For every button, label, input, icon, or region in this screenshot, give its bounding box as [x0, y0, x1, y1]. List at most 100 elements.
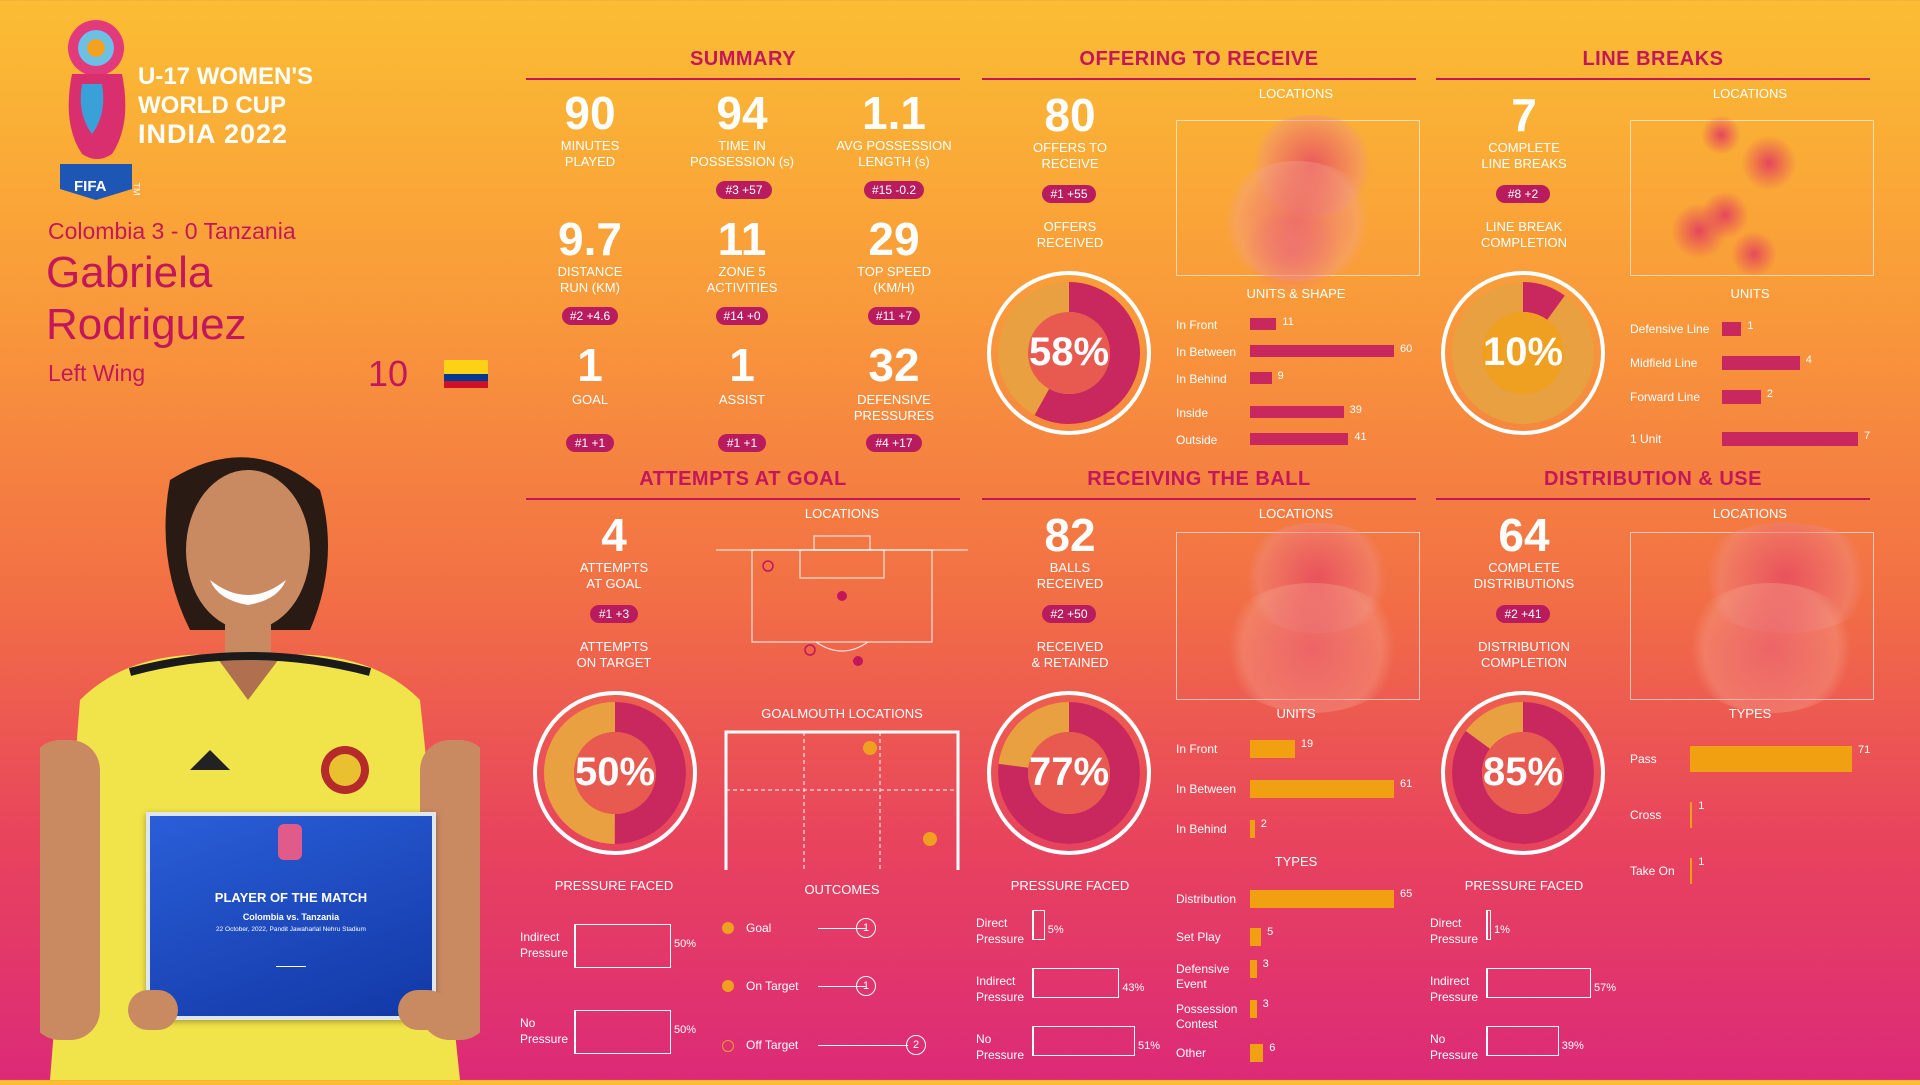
- stat-label: PLAYED: [564, 154, 616, 169]
- on-target-marker: [923, 832, 937, 846]
- goal-marker: [863, 741, 877, 755]
- donut-value-arc: [1452, 282, 1594, 424]
- tournament-logo: FIFA: [52, 14, 142, 204]
- receiving-locations-label: LOCATIONS: [1258, 506, 1334, 521]
- receiving-pressure-label: PRESSURE FACED: [1010, 878, 1130, 893]
- player-first-name: Gabriela: [46, 248, 213, 297]
- attempts-on-target-label: ATTEMPTS: [579, 639, 649, 654]
- plaque-signature: [276, 952, 306, 967]
- tournament-name-line2: WORLD CUP: [138, 92, 286, 119]
- outcome-count: 1: [856, 976, 876, 996]
- linebreaks-units-label: UNITS: [1730, 286, 1770, 301]
- bar-label: In Between: [1176, 782, 1237, 796]
- distribution-pressure-label: PRESSURE FACED: [1464, 878, 1584, 893]
- pressure-bar: [574, 924, 671, 968]
- donut-center: [1482, 732, 1564, 814]
- bar-value: 6: [1269, 1042, 1276, 1054]
- bar-value: 2: [1766, 388, 1773, 400]
- pressure-bar: [1032, 968, 1120, 998]
- goalmouth-label: GOALMOUTH LOCATIONS: [761, 706, 923, 721]
- offers-received-label: RECEIVED: [1036, 235, 1104, 250]
- bar-value: 71: [1858, 744, 1871, 756]
- rank-badge: #8 +2: [1496, 185, 1550, 203]
- stat-value: 32: [868, 339, 920, 391]
- distribution-completion-label: DISTRIBUTION: [1478, 639, 1570, 654]
- stat-value: 1: [729, 339, 755, 391]
- colombia-flag-icon: [444, 360, 488, 388]
- bar-label: Other: [1176, 1046, 1207, 1060]
- bar: [1690, 802, 1693, 828]
- stat-label: ASSIST: [718, 392, 766, 407]
- bar: [1250, 1000, 1257, 1018]
- pressure-bar: [1486, 968, 1591, 998]
- stat-value: 1.1: [862, 87, 926, 139]
- bar: [1250, 820, 1255, 838]
- offers-received-donut: 58%: [986, 270, 1152, 436]
- bar-value: 2: [1260, 818, 1267, 830]
- match-result: Colombia 3 - 0 Tanzania: [48, 218, 296, 244]
- receiving-types-label: TYPES: [1274, 854, 1318, 869]
- bar: [1250, 372, 1272, 384]
- attempts-pitch: [716, 530, 968, 670]
- plaque-date: 22 October, 2022, Pandit Jawaharlal Nehr…: [216, 926, 366, 933]
- units-shape-label: UNITS & SHAPE: [1246, 286, 1346, 301]
- pressure-bar: [1032, 910, 1045, 940]
- attempts-label: ATTEMPTS: [579, 560, 649, 575]
- distribution-rule: [1436, 498, 1870, 500]
- pressure-label: Indirect: [976, 974, 1016, 988]
- bar-value: 11: [1282, 316, 1294, 328]
- on-target-outcome-icon: [722, 980, 734, 992]
- pressure-pct: 50%: [674, 938, 697, 950]
- pressure-pct: 50%: [674, 1024, 697, 1036]
- bar: [1722, 390, 1761, 404]
- distribution-donut: 85%: [1440, 690, 1606, 856]
- pressure-pct: 57%: [1594, 982, 1617, 994]
- stat-label: PRESSURES: [853, 408, 935, 423]
- donut-center: [574, 732, 656, 814]
- rank-badge: #2 +50: [1042, 605, 1096, 623]
- plaque-teams: Colombia vs. Tanzania: [242, 912, 340, 922]
- attempts-locations-label: LOCATIONS: [804, 506, 880, 521]
- donut-ring: [1441, 691, 1605, 855]
- rank-badge: #11 +7: [868, 307, 920, 325]
- distribution-title: DISTRIBUTION & USE: [1544, 468, 1762, 490]
- fifa-wordmark: FIFA: [74, 178, 107, 195]
- bar: [1250, 406, 1344, 418]
- pressure-label: Pressure: [1430, 932, 1479, 946]
- donut-ring: [1441, 271, 1605, 435]
- player-position: Left Wing: [48, 360, 146, 386]
- linebreaks-locations-label: LOCATIONS: [1712, 86, 1788, 101]
- offering-heatmap: [1176, 115, 1420, 291]
- donut-ring: [987, 271, 1151, 435]
- received-retained-label: & RETAINED: [1031, 655, 1109, 670]
- player-hands: [128, 990, 448, 1040]
- pressure-label: Pressure: [520, 946, 569, 960]
- bar-value: 1: [1698, 800, 1705, 812]
- rank-badge: #15 -0.2: [864, 181, 924, 199]
- attempts-label: AT GOAL: [586, 576, 642, 591]
- stat-label: DEFENSIVE: [857, 392, 931, 407]
- donut-ring: [533, 691, 697, 855]
- line-breaks-value: 7: [1511, 89, 1537, 141]
- bar-value: 7: [1864, 430, 1871, 442]
- bar: [1722, 432, 1858, 446]
- bar: [1690, 746, 1852, 772]
- bar-value: 3: [1262, 958, 1269, 970]
- bar-value: 1: [1698, 856, 1705, 868]
- bar: [1250, 345, 1394, 357]
- bar-value: 41: [1354, 431, 1367, 443]
- outcomes-label: OUTCOMES: [804, 882, 880, 897]
- donut-value-arc: [998, 282, 1140, 424]
- receiving-rule: [982, 498, 1416, 500]
- stat-value: 9.7: [558, 213, 622, 265]
- receiving-units-label: UNITS: [1276, 706, 1316, 721]
- rank-badge: #3 +57: [716, 181, 772, 199]
- plaque-title: PLAYER OF THE MATCH: [214, 890, 368, 905]
- distribution-completion-label: COMPLETION: [1481, 655, 1567, 670]
- line-break-completion-label: LINE BREAK: [1485, 219, 1563, 234]
- bar: [1690, 858, 1693, 884]
- received-retained-label: RECEIVED: [1036, 639, 1104, 654]
- bar-label: Possession: [1176, 1002, 1238, 1016]
- bar: [1250, 928, 1262, 946]
- rank-badge: #1 +1: [718, 434, 766, 452]
